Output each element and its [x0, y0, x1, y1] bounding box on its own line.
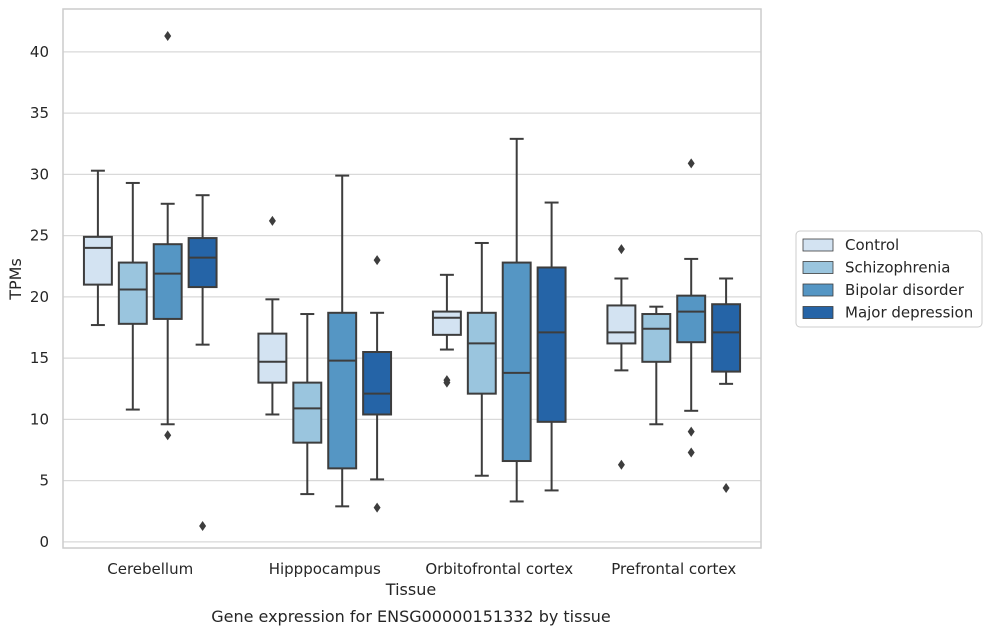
box-bipolar-disorder — [676, 158, 707, 458]
chart-caption: Gene expression for ENSG00000151332 by t… — [211, 607, 611, 626]
box-body — [362, 351, 393, 416]
box-body — [501, 261, 532, 463]
outlier-marker — [617, 459, 625, 470]
box-body — [327, 311, 358, 470]
outlier-marker — [443, 375, 451, 386]
box-major-depression — [536, 201, 567, 492]
x-axis-label: Tissue — [385, 580, 436, 599]
plot-frame — [62, 8, 762, 549]
legend: Control Schizophrenia Bipolar disorder Majo… — [795, 230, 983, 328]
y-tick-label: 20 — [30, 288, 49, 306]
y-tick-label: 0 — [39, 533, 49, 551]
box-body — [466, 311, 497, 395]
legend-label: Major depression — [845, 304, 973, 322]
outlier-marker — [687, 426, 695, 437]
y-axis-ticks: 0 5 10 15 20 25 30 35 40 — [30, 43, 49, 551]
box-body — [257, 332, 288, 384]
legend-label: Bipolar disorder — [845, 281, 965, 299]
y-tick-label: 30 — [30, 165, 49, 183]
legend-swatch — [802, 306, 834, 319]
x-tick-label: Prefrontal cortex — [611, 560, 736, 578]
box-body — [676, 294, 707, 344]
box-body — [536, 266, 567, 423]
y-tick-label: 40 — [30, 43, 49, 61]
outlier-marker — [268, 215, 276, 226]
box-body — [292, 381, 323, 444]
outlier-marker — [617, 244, 625, 255]
outlier-marker — [199, 520, 207, 531]
box-body — [187, 237, 218, 289]
legend-label: Schizophrenia — [845, 259, 950, 277]
y-tick-label: 10 — [30, 410, 49, 428]
box-major-depression — [187, 194, 218, 531]
box-body — [152, 243, 183, 320]
box-body — [431, 310, 462, 336]
x-tick-label: Hipppocampus — [269, 560, 381, 578]
y-tick-label: 35 — [30, 104, 49, 122]
box-schizophrenia — [292, 313, 323, 496]
box-schizophrenia — [117, 181, 148, 411]
x-tick-label: Orbitofrontal cortex — [425, 560, 573, 578]
y-tick-label: 25 — [30, 227, 49, 245]
box-bipolar-disorder — [327, 174, 358, 508]
boxes — [82, 30, 742, 531]
box-control — [257, 215, 288, 416]
x-axis-ticks: Cerebellum Hipppocampus Orbitofrontal cort… — [107, 560, 736, 578]
box-body — [117, 261, 148, 325]
y-axis-label: TPMs — [6, 258, 25, 301]
box-control — [431, 273, 462, 388]
outlier-marker — [373, 255, 381, 266]
box-bipolar-disorder — [152, 30, 183, 441]
box-major-depression — [362, 255, 393, 513]
box-body — [711, 303, 742, 373]
outlier-marker — [373, 502, 381, 513]
x-tick-label: Cerebellum — [107, 560, 193, 578]
outlier-marker — [164, 30, 172, 41]
legend-label: Control — [845, 236, 899, 254]
outlier-marker — [687, 447, 695, 458]
legend-frame — [795, 230, 983, 328]
outlier-marker — [164, 430, 172, 441]
box-body — [641, 313, 672, 363]
box-schizophrenia — [466, 241, 497, 477]
outlier-marker — [687, 158, 695, 169]
box-body — [82, 235, 113, 286]
box-control — [82, 169, 113, 327]
y-tick-label: 15 — [30, 349, 49, 367]
box-major-depression — [711, 277, 742, 493]
y-tick-label: 5 — [39, 472, 49, 490]
box-control — [606, 244, 637, 470]
outlier-marker — [722, 482, 730, 493]
box-bipolar-disorder — [501, 137, 532, 503]
box-body — [606, 304, 637, 345]
legend-swatch — [802, 238, 834, 252]
legend-swatch — [802, 261, 834, 274]
box-schizophrenia — [641, 305, 672, 426]
legend-swatch — [802, 283, 834, 297]
